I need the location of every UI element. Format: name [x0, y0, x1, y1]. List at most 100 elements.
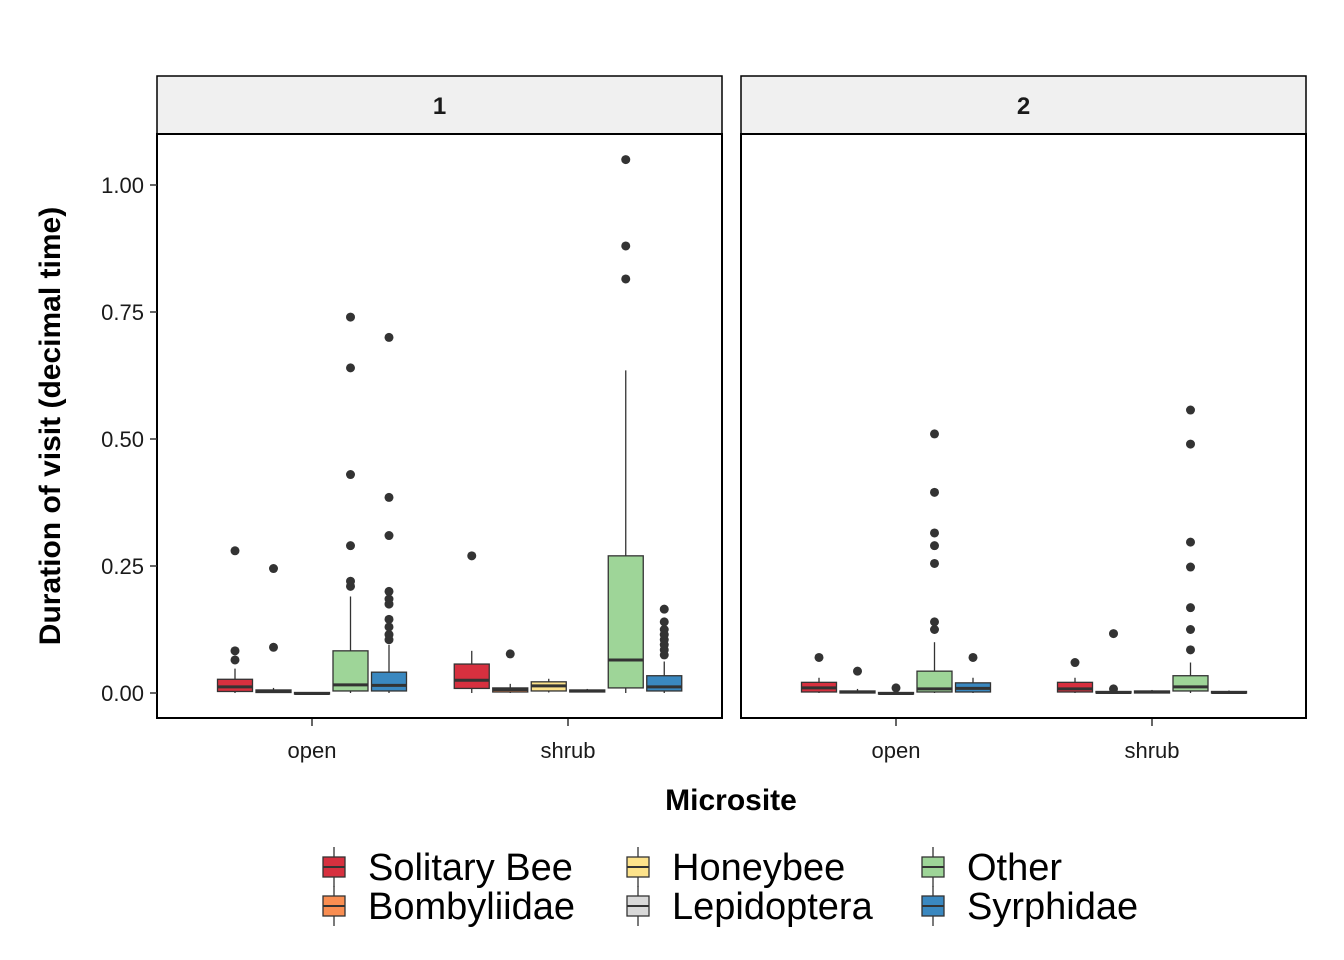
box-other [607, 155, 644, 693]
y-tick-label: 1.00 [101, 173, 144, 198]
box-iqr [453, 663, 490, 690]
outlier-point [1186, 537, 1195, 547]
outlier-point [621, 241, 631, 251]
box-lepidoptera [877, 683, 915, 696]
box-bombyliidae [255, 564, 292, 694]
facet-strip-label: 2 [1017, 93, 1030, 120]
box-bombyliidae [839, 666, 876, 694]
box-lepidoptera [569, 688, 606, 693]
outlier-point [384, 622, 394, 632]
outlier-point [1186, 625, 1195, 634]
panels-layer: 1 open shrub 2 open shrub [156, 75, 1307, 763]
y-tick-label: 0.25 [101, 554, 144, 579]
outlier-point [930, 625, 939, 634]
outlier-point [930, 617, 939, 627]
y-tick-label: 0.00 [101, 681, 144, 706]
outlier-point [1186, 439, 1195, 449]
y-tick-label: 0.75 [101, 300, 144, 325]
x-tick-label: open [288, 738, 337, 763]
panel-2: 2 open shrub [740, 75, 1307, 763]
outlier-point [659, 604, 669, 614]
outlier-point [659, 625, 669, 634]
panel-border [156, 133, 723, 719]
outlier-point [346, 541, 355, 551]
box-group-open: open [800, 429, 992, 763]
box-iqr [370, 671, 408, 692]
y-tick-label: 0.50 [101, 427, 144, 452]
legend-item-solitary-bee: Solitary Bee [322, 847, 573, 889]
outlier-point [346, 312, 355, 322]
box-solitary-bee [1056, 658, 1094, 693]
outlier-point [384, 492, 394, 502]
box-iqr [1172, 675, 1209, 692]
outlier-point [505, 649, 515, 659]
legend-label: Other [967, 847, 1062, 889]
outlier-point [930, 558, 939, 568]
x-tick-label: open [872, 738, 921, 763]
outlier-point [621, 155, 631, 165]
outlier-point [1186, 603, 1195, 613]
outlier-point [1186, 562, 1195, 572]
outlier-point [346, 576, 355, 586]
panel-border [740, 133, 1307, 719]
box-solitary-bee [453, 551, 490, 693]
outlier-point [853, 666, 862, 676]
outlier-point [230, 655, 240, 665]
outlier-point [467, 551, 477, 561]
outlier-point [384, 332, 394, 342]
box-other [916, 429, 953, 693]
outlier-point [384, 614, 394, 624]
outlier-point [384, 630, 394, 640]
box-iqr [1056, 681, 1094, 693]
outlier-point [1109, 629, 1118, 639]
x-tick-label: shrub [1124, 738, 1179, 763]
box-syrphidae [1210, 690, 1248, 694]
facet-strip [740, 75, 1307, 135]
outlier-point [1186, 405, 1195, 415]
outlier-point [346, 470, 355, 480]
outlier-point [930, 429, 939, 439]
legend-item-other: Other [921, 847, 1062, 889]
facet-strip-label: 1 [433, 93, 446, 120]
legend-item-lepidoptera: Lepidoptera [626, 886, 874, 928]
x-axis-title: Microsite [665, 784, 797, 817]
legend-label: Syrphidae [967, 886, 1138, 928]
legend-label: Solitary Bee [368, 847, 573, 889]
legend-item-syrphidae: Syrphidae [921, 886, 1138, 928]
outlier-point [930, 541, 939, 551]
box-syrphidae [646, 604, 683, 693]
box-iqr [646, 675, 683, 692]
outlier-point [269, 642, 278, 652]
legend-item-honeybee: Honeybee [626, 847, 845, 889]
box-syrphidae [954, 652, 992, 693]
outlier-point [346, 363, 355, 373]
box-group-shrub: shrub [453, 155, 683, 763]
legend-label: Honeybee [672, 847, 845, 889]
x-tick-label: shrub [540, 738, 595, 763]
facet-strip [156, 75, 723, 135]
outlier-point [384, 594, 394, 604]
outlier-point [891, 683, 901, 693]
y-axis-title: Duration of visit (decimal time) [34, 207, 67, 645]
outlier-point [230, 646, 240, 656]
outlier-point [930, 528, 939, 538]
legend-label: Bombyliidae [368, 886, 575, 928]
outlier-point [384, 531, 394, 541]
outlier-point [930, 487, 939, 497]
box-group-shrub: shrub [1056, 405, 1248, 763]
box-group-open: open [216, 312, 408, 763]
outlier-point [659, 617, 669, 627]
legend-label: Lepidoptera [672, 886, 874, 928]
box-iqr [607, 555, 644, 689]
outlier-point [230, 546, 240, 556]
box-solitary-bee [800, 652, 838, 693]
outlier-point [968, 652, 978, 662]
outlier-point [384, 586, 394, 596]
legend-item-bombyliidae: Bombyliidae [322, 886, 575, 928]
y-axis: 0.00 0.25 0.50 0.75 1.00 [101, 173, 157, 706]
outlier-point [621, 274, 631, 284]
box-syrphidae [370, 332, 408, 693]
outlier-point [269, 564, 278, 574]
